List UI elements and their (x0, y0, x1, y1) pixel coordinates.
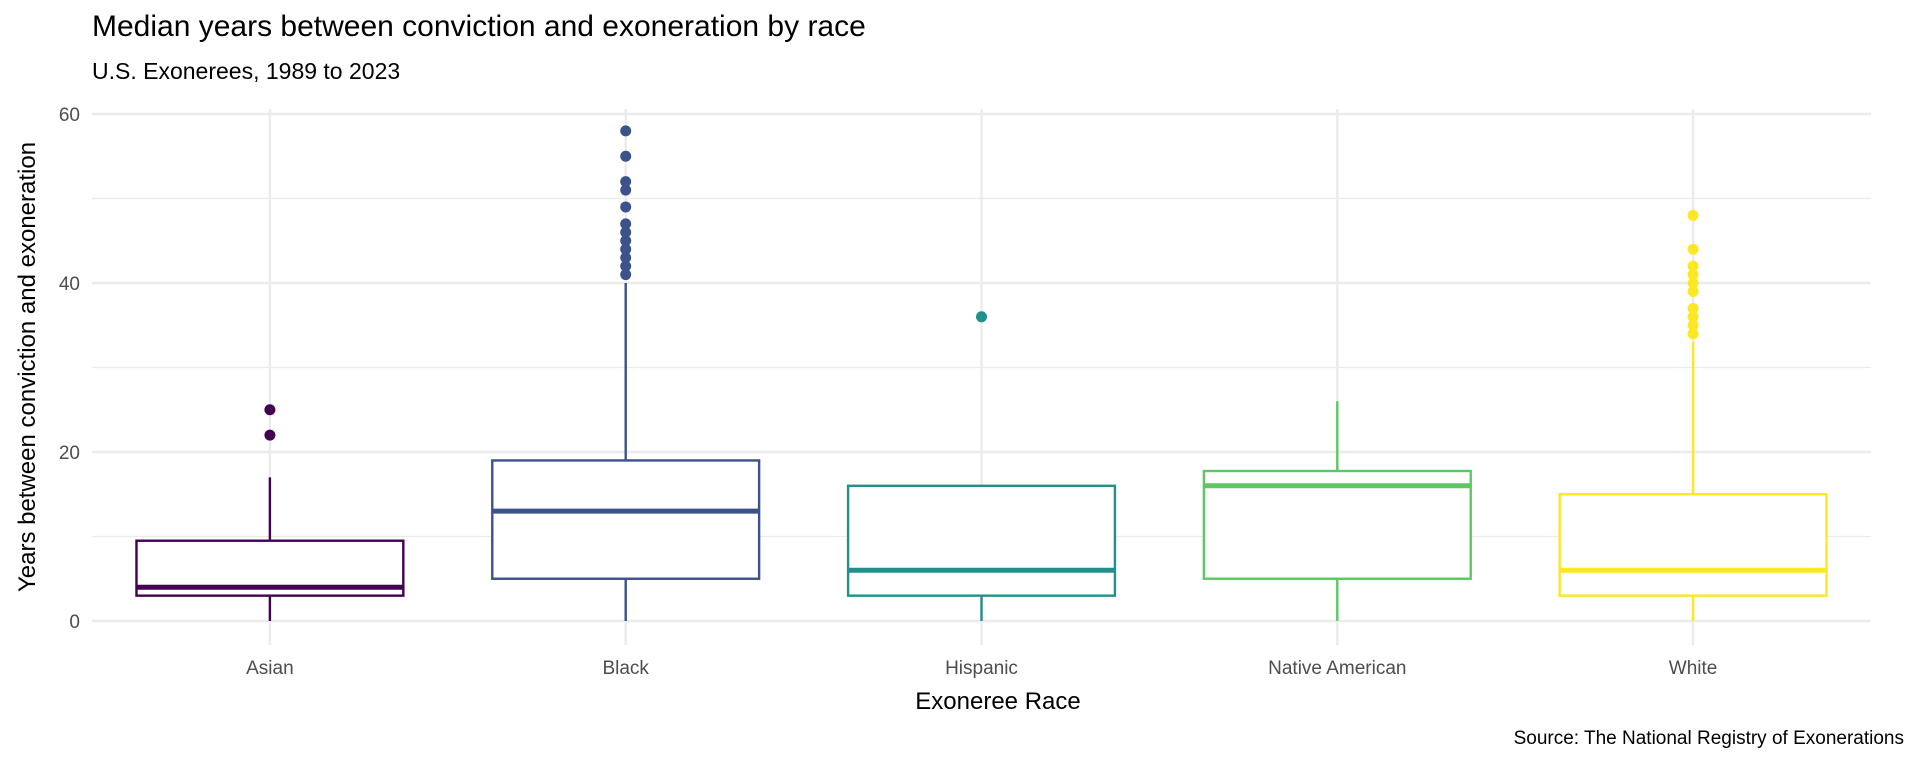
outlier-point (620, 269, 632, 281)
outlier-point (620, 201, 632, 213)
y-tick-label: 0 (69, 612, 80, 633)
box-white (1558, 209, 1828, 621)
outlier-point (1687, 302, 1699, 314)
box-native-american (1202, 401, 1472, 621)
outlier-point (264, 404, 276, 416)
outlier-point (620, 260, 632, 272)
outlier-point (1687, 269, 1699, 281)
x-tick-label: White (1669, 658, 1718, 679)
y-axis-title: Years between conviction and exoneration (14, 142, 41, 592)
chart-title: Median years between conviction and exon… (92, 10, 866, 43)
x-tick-label: Hispanic (945, 658, 1018, 679)
iqr-box (1558, 493, 1828, 597)
box-hispanic (846, 311, 1117, 621)
outlier-point (1687, 243, 1699, 255)
outlier-point (1687, 277, 1699, 289)
outlier-point (620, 184, 632, 196)
outlier-point (1687, 209, 1699, 221)
chart-subtitle: U.S. Exonerees, 1989 to 2023 (92, 58, 401, 84)
x-axis-title: Exoneree Race (915, 688, 1080, 715)
outlier-point (620, 243, 632, 255)
outlier-point (1687, 319, 1699, 331)
outlier-point (620, 226, 632, 238)
chart-caption: Source: The National Registry of Exonera… (1513, 728, 1904, 749)
outlier-point (620, 235, 632, 247)
x-tick-label: Black (602, 658, 649, 679)
outlier-point (620, 150, 632, 162)
outlier-point (1687, 311, 1699, 323)
outlier-point (620, 125, 632, 137)
x-tick-label: Native American (1268, 658, 1406, 679)
iqr-box (491, 459, 761, 580)
outlier-point (264, 429, 276, 441)
x-tick-label: Asian (246, 658, 294, 679)
iqr-box (1202, 469, 1472, 580)
y-tick-label: 20 (59, 443, 80, 464)
box-asian (135, 404, 405, 621)
y-tick-label: 40 (59, 274, 80, 295)
outlier-point (976, 311, 987, 323)
outlier-point (620, 252, 632, 264)
outlier-point (620, 176, 632, 188)
outlier-point (1687, 260, 1699, 272)
iqr-box (846, 484, 1117, 597)
outlier-point (620, 218, 632, 230)
box-black (491, 125, 761, 621)
outlier-point (1687, 285, 1699, 297)
outlier-point (1687, 328, 1699, 340)
y-tick-label: 60 (59, 105, 80, 126)
